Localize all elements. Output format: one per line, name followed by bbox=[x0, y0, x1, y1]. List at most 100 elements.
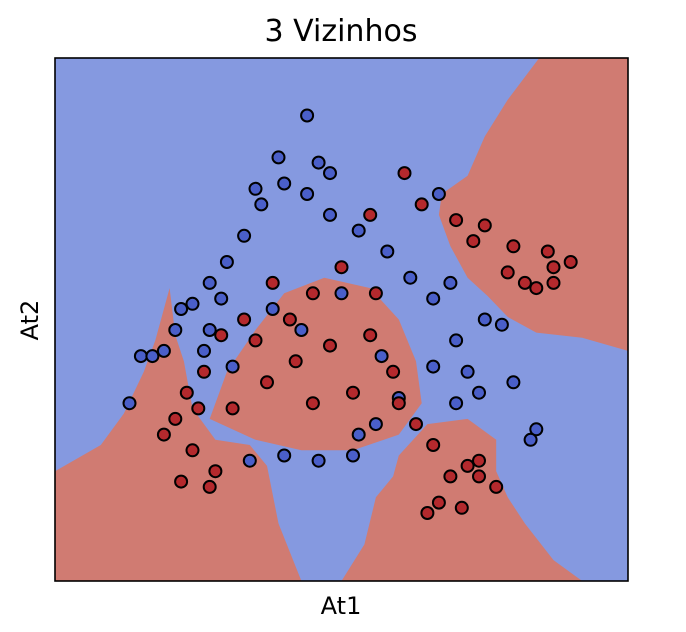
point-class-0-4 bbox=[156, 343, 171, 358]
point-class-0-11 bbox=[277, 176, 292, 191]
point-class-1-29 bbox=[363, 328, 378, 343]
point-class-0-13 bbox=[323, 207, 337, 222]
point-class-1-37 bbox=[420, 506, 435, 520]
point-class-0-15 bbox=[380, 244, 395, 259]
point-class-0-22 bbox=[529, 422, 544, 437]
point-class-0-31 bbox=[202, 323, 217, 337]
point-class-1-43 bbox=[305, 396, 320, 411]
point-class-1-18 bbox=[179, 385, 194, 400]
point-class-0-43 bbox=[214, 291, 229, 306]
point-class-0-39 bbox=[323, 166, 337, 181]
point-class-1-3 bbox=[506, 239, 521, 254]
region-class-1-0 bbox=[438, 58, 628, 351]
region-class-1-1 bbox=[55, 288, 302, 581]
point-class-0-7 bbox=[202, 275, 217, 290]
point-class-0-44 bbox=[174, 302, 189, 316]
point-class-0-49 bbox=[197, 343, 211, 358]
point-class-1-21 bbox=[185, 443, 200, 458]
point-class-0-47 bbox=[351, 427, 366, 442]
region-class-1-2 bbox=[341, 418, 583, 581]
point-class-1-49 bbox=[191, 401, 206, 416]
point-class-1-7 bbox=[546, 275, 561, 290]
data-points bbox=[122, 108, 578, 520]
point-class-1-20 bbox=[156, 427, 171, 442]
chart-title: 3 Vizinhos bbox=[265, 14, 418, 49]
point-class-0-32 bbox=[334, 286, 349, 301]
point-class-1-36 bbox=[431, 495, 446, 510]
point-class-1-8 bbox=[517, 275, 532, 290]
point-class-0-28 bbox=[346, 448, 360, 463]
point-class-1-24 bbox=[202, 479, 217, 494]
axes-frame bbox=[54, 57, 629, 582]
point-class-1-6 bbox=[563, 255, 578, 269]
point-class-0-8 bbox=[219, 255, 234, 269]
point-class-1-44 bbox=[248, 333, 263, 348]
point-class-0-26 bbox=[277, 448, 292, 463]
point-class-0-24 bbox=[494, 317, 509, 332]
point-class-1-48 bbox=[529, 281, 544, 296]
point-class-1-12 bbox=[334, 260, 349, 275]
point-class-0-5 bbox=[168, 323, 183, 337]
point-class-0-37 bbox=[443, 275, 458, 290]
point-class-1-10 bbox=[414, 197, 429, 212]
x-axis-label: At1 bbox=[321, 592, 362, 620]
point-class-0-27 bbox=[311, 453, 326, 468]
point-class-1-9 bbox=[466, 234, 481, 249]
point-class-0-42 bbox=[431, 187, 446, 201]
point-class-0-16 bbox=[403, 270, 418, 285]
point-class-1-1 bbox=[449, 213, 464, 228]
point-class-1-2 bbox=[477, 218, 492, 233]
point-class-0-48 bbox=[449, 396, 464, 411]
point-class-1-40 bbox=[472, 453, 486, 468]
point-class-1-30 bbox=[386, 364, 401, 379]
point-class-1-22 bbox=[208, 464, 223, 479]
point-class-1-39 bbox=[489, 479, 504, 494]
point-class-0-25 bbox=[242, 453, 257, 468]
point-class-1-17 bbox=[197, 364, 211, 379]
point-class-0-34 bbox=[265, 302, 280, 316]
point-class-1-11 bbox=[363, 207, 378, 222]
point-class-1-38 bbox=[454, 500, 469, 515]
point-class-1-4 bbox=[540, 244, 555, 259]
point-class-0-46 bbox=[374, 349, 389, 364]
point-class-0-1 bbox=[122, 396, 137, 411]
point-class-1-23 bbox=[174, 474, 189, 489]
point-class-0-19 bbox=[460, 364, 475, 379]
point-class-1-42 bbox=[346, 385, 360, 400]
point-class-1-33 bbox=[443, 469, 458, 484]
point-class-0-3 bbox=[145, 349, 160, 364]
point-class-0-0 bbox=[300, 108, 315, 123]
point-class-0-6 bbox=[185, 296, 200, 311]
point-class-0-36 bbox=[426, 359, 441, 374]
point-class-0-30 bbox=[225, 359, 240, 374]
point-class-0-17 bbox=[426, 291, 441, 306]
point-class-1-0 bbox=[397, 166, 412, 181]
point-class-0-33 bbox=[294, 323, 309, 337]
point-class-0-29 bbox=[368, 417, 383, 432]
point-class-1-35 bbox=[472, 469, 486, 484]
point-class-0-2 bbox=[133, 349, 148, 364]
point-class-1-31 bbox=[409, 417, 423, 432]
point-class-0-45 bbox=[248, 181, 263, 196]
point-class-0-20 bbox=[472, 385, 486, 400]
decision-regions bbox=[55, 58, 628, 581]
point-class-1-19 bbox=[168, 411, 183, 426]
point-class-0-14 bbox=[351, 223, 366, 238]
point-class-1-15 bbox=[237, 312, 252, 327]
plot-area bbox=[54, 57, 629, 582]
point-class-1-32 bbox=[426, 438, 441, 452]
point-class-0-12 bbox=[300, 187, 315, 201]
point-class-0-21 bbox=[506, 375, 521, 390]
y-axis-label: At2 bbox=[16, 300, 44, 341]
point-class-1-41 bbox=[391, 396, 406, 411]
point-class-0-23 bbox=[523, 432, 538, 447]
point-class-0-10 bbox=[254, 197, 269, 212]
point-class-1-25 bbox=[225, 401, 240, 416]
point-class-1-5 bbox=[546, 260, 561, 275]
point-class-1-46 bbox=[368, 286, 383, 301]
point-class-1-27 bbox=[288, 354, 303, 369]
point-class-1-47 bbox=[500, 265, 515, 280]
point-class-1-16 bbox=[214, 328, 229, 343]
point-class-0-38 bbox=[477, 312, 492, 327]
point-class-0-41 bbox=[311, 155, 326, 170]
